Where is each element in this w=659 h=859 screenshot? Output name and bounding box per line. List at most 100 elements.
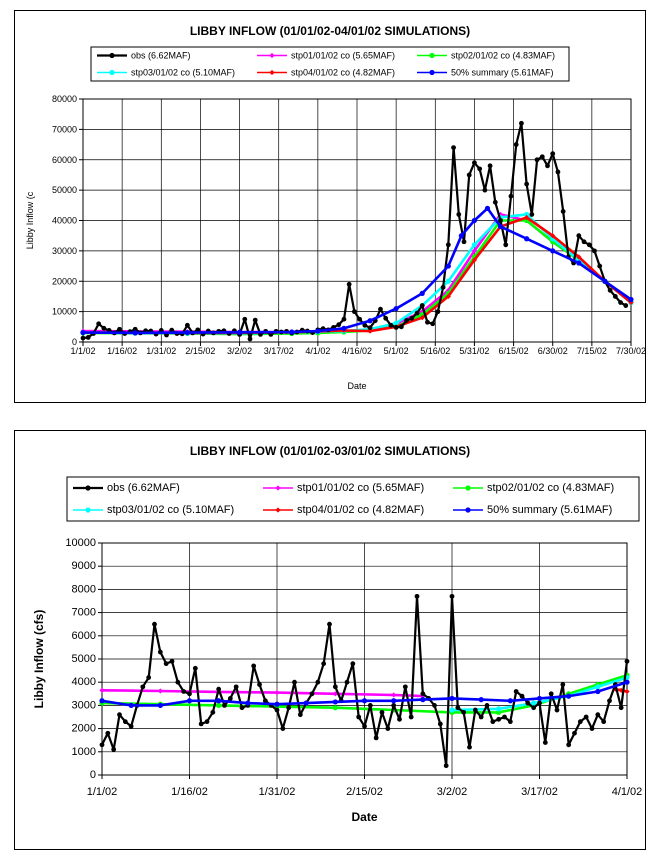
series-sim-5 bbox=[99, 679, 630, 708]
data-point bbox=[289, 329, 295, 335]
data-point bbox=[163, 661, 169, 667]
data-point bbox=[443, 763, 449, 769]
data-point bbox=[490, 719, 496, 725]
y-tick-label: 0 bbox=[90, 769, 96, 781]
data-point bbox=[356, 714, 362, 720]
data-point bbox=[247, 336, 253, 342]
data-point bbox=[624, 679, 630, 685]
data-point bbox=[132, 326, 138, 332]
data-point bbox=[216, 698, 222, 704]
y-axis-label: Libby Inflow (cfs) bbox=[32, 610, 46, 709]
data-point bbox=[157, 688, 163, 694]
y-tick-label: 8000 bbox=[72, 583, 96, 595]
data-point bbox=[554, 707, 560, 713]
data-point bbox=[419, 315, 425, 321]
x-tick-label: 4/1/02 bbox=[305, 346, 330, 356]
data-point bbox=[576, 260, 582, 266]
data-point bbox=[181, 689, 187, 694]
y-tick-label: 9000 bbox=[72, 560, 96, 572]
data-point bbox=[472, 707, 478, 713]
x-tick-label: 2/15/02 bbox=[346, 786, 383, 798]
data-point bbox=[140, 684, 146, 690]
y-tick-label: 6000 bbox=[72, 630, 96, 642]
data-point bbox=[419, 290, 425, 296]
data-point bbox=[602, 278, 608, 284]
x-tick-label: 7/30/02 bbox=[616, 346, 645, 356]
data-point bbox=[351, 309, 357, 315]
data-point bbox=[332, 684, 338, 690]
legend-entry: stp01/01/02 co (5.65MAF) bbox=[257, 51, 395, 61]
data-point bbox=[184, 329, 190, 336]
data-point bbox=[388, 322, 394, 328]
data-point bbox=[216, 686, 222, 692]
data-point bbox=[346, 281, 352, 287]
data-point bbox=[367, 325, 373, 331]
data-point bbox=[507, 719, 513, 725]
legend-entry: stp02/01/02 co (4.83MAF) bbox=[417, 51, 555, 61]
data-point bbox=[576, 233, 582, 239]
data-point bbox=[409, 315, 415, 321]
data-point bbox=[128, 702, 134, 708]
data-point bbox=[397, 716, 402, 722]
data-point bbox=[239, 705, 245, 711]
data-point bbox=[525, 700, 531, 706]
data-point bbox=[101, 325, 107, 331]
data-point bbox=[216, 702, 222, 708]
data-point bbox=[542, 740, 548, 745]
data-point bbox=[96, 321, 102, 327]
data-point bbox=[496, 706, 502, 712]
y-tick-label: 70000 bbox=[52, 124, 77, 134]
data-point bbox=[524, 211, 530, 218]
data-point bbox=[383, 315, 389, 321]
data-point bbox=[402, 684, 408, 690]
data-point bbox=[545, 163, 550, 169]
chart-panel-bottom: LIBBY INFLOW (01/01/02-03/01/02 SIMULATI… bbox=[14, 430, 646, 850]
legend-label: obs (6.62MAF) bbox=[107, 482, 180, 494]
data-point bbox=[80, 329, 86, 336]
data-point bbox=[466, 172, 472, 178]
data-point bbox=[408, 714, 414, 720]
data-point bbox=[482, 187, 488, 193]
data-point bbox=[367, 318, 373, 324]
data-point bbox=[508, 193, 514, 199]
data-point bbox=[378, 306, 383, 312]
legend-entry: stp03/01/02 co (5.10MAF) bbox=[97, 68, 235, 78]
data-point bbox=[157, 649, 163, 655]
x-axis-label: Date bbox=[347, 381, 366, 391]
data-point bbox=[445, 278, 451, 284]
legend-swatch-marker bbox=[109, 69, 115, 76]
y-tick-label: 10000 bbox=[52, 307, 77, 317]
data-point bbox=[445, 287, 451, 293]
legend-entry: stp01/01/02 co (5.65MAF) bbox=[263, 482, 424, 494]
x-tick-label: 4/16/02 bbox=[342, 346, 372, 356]
data-point bbox=[612, 294, 618, 299]
data-point bbox=[601, 719, 607, 725]
y-tick-label: 80000 bbox=[52, 94, 77, 104]
x-tick-label: 5/31/02 bbox=[459, 346, 489, 356]
data-point bbox=[539, 154, 545, 160]
data-point bbox=[357, 316, 363, 322]
data-point bbox=[536, 695, 543, 702]
x-tick-label: 3/2/02 bbox=[227, 346, 252, 356]
data-point bbox=[531, 705, 537, 711]
legend-label: stp04/01/02 co (4.82MAF) bbox=[297, 504, 424, 516]
data-point bbox=[303, 700, 309, 706]
data-point bbox=[391, 698, 397, 704]
data-point bbox=[503, 242, 509, 248]
data-point bbox=[566, 742, 572, 748]
data-point bbox=[560, 682, 566, 687]
x-tick-label: 3/17/02 bbox=[521, 786, 558, 798]
data-point bbox=[595, 712, 601, 718]
data-point bbox=[461, 239, 467, 245]
data-point bbox=[332, 699, 338, 705]
data-point bbox=[529, 212, 535, 217]
legend-entry: stp04/01/02 co (4.82MAF) bbox=[257, 68, 395, 78]
data-point bbox=[398, 324, 404, 330]
data-point bbox=[524, 181, 530, 187]
data-point bbox=[242, 316, 248, 322]
y-tick-label: 1000 bbox=[72, 746, 96, 758]
data-point bbox=[597, 263, 603, 269]
data-point bbox=[519, 120, 524, 126]
data-point bbox=[445, 242, 451, 248]
data-point bbox=[192, 665, 198, 671]
